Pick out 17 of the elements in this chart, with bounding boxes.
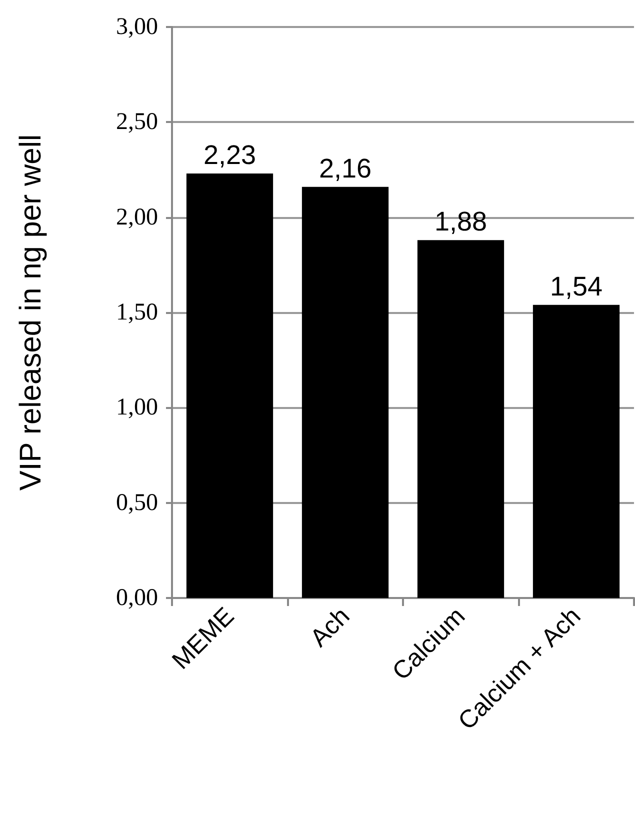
y-tick-label: 0,00 (116, 585, 158, 611)
data-label: 1,88 (434, 206, 488, 237)
y-tick-label: 1,00 (116, 394, 158, 421)
y-tick-label: 3,00 (116, 14, 158, 40)
y-tick-label: 2,50 (116, 109, 158, 136)
bar (302, 186, 389, 598)
bar (417, 240, 504, 598)
data-label: 1,54 (550, 271, 603, 302)
x-tick-label: Ach (304, 602, 356, 652)
y-tick-label: 0,50 (116, 490, 158, 516)
y-axis-title: VIP released in ng per well (14, 134, 48, 491)
y-tick-label: 2,00 (116, 204, 158, 230)
bar (186, 174, 274, 598)
y-tick-label: 1,50 (116, 300, 158, 326)
data-label: 2,23 (203, 140, 256, 170)
data-label: 2,16 (318, 153, 372, 184)
bar (532, 304, 620, 598)
